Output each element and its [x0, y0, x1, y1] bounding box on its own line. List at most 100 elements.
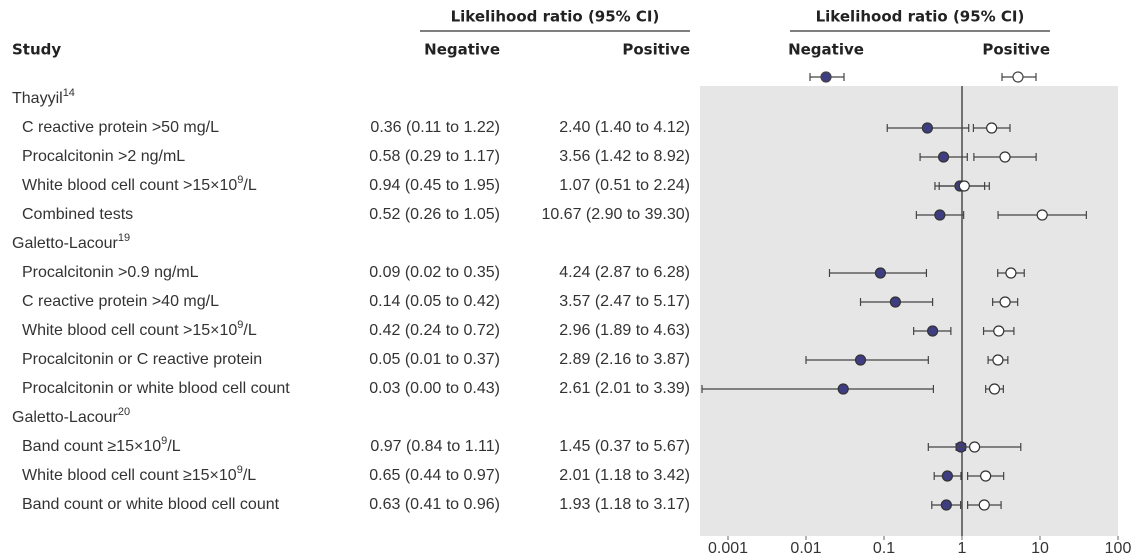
label-part: 9 [161, 435, 167, 447]
label-part: Galetto-Lacour [12, 235, 119, 252]
point [999, 296, 1011, 308]
value-label: 0.94 (0.45 to 1.95) [369, 177, 500, 194]
point [978, 499, 990, 511]
x-tick-label: 100 [1105, 540, 1132, 557]
label-part: 14 [63, 87, 75, 99]
value-label: 0.63 (0.41 to 0.96) [369, 496, 500, 513]
label-part: Galetto-Lacour [12, 409, 119, 426]
value-label: 2.96 (1.89 to 4.63) [559, 322, 690, 339]
x-tick-label: 10 [1031, 540, 1049, 557]
value-label: 10.67 (2.90 to 39.30) [541, 206, 690, 223]
label-part: Combined tests [22, 206, 133, 223]
x-tick-label: 0.001 [708, 540, 748, 557]
point [854, 354, 867, 366]
value-label: 0.14 (0.05 to 0.42) [369, 293, 500, 310]
label-part: Procalcitonin >2 ng/mL [22, 148, 185, 165]
ci-bar [805, 356, 929, 364]
value-label: 1.45 (0.37 to 5.67) [559, 438, 690, 455]
point [986, 122, 998, 134]
row-label: Combined tests [22, 206, 133, 223]
value-label: 2.89 (2.16 to 3.87) [559, 351, 690, 368]
value-label: 0.42 (0.24 to 0.72) [369, 322, 500, 339]
value-label: 1.07 (0.51 to 2.24) [559, 177, 690, 194]
value-label: 3.56 (1.42 to 8.92) [559, 148, 690, 165]
group-label: Galetto-Lacour19 [12, 232, 130, 252]
point [874, 267, 887, 279]
value-label: 3.57 (2.47 to 5.17) [559, 293, 690, 310]
plot-panel [700, 86, 1118, 536]
point [940, 499, 952, 511]
legend-label: Positive [982, 41, 1050, 59]
value-label: 2.61 (2.01 to 3.39) [559, 380, 690, 397]
value-label: 2.01 (1.18 to 3.42) [559, 467, 690, 484]
point [988, 383, 1001, 395]
row-label: White blood cell count ≥15×109/L [22, 464, 256, 484]
point [958, 180, 970, 192]
value-label: 0.09 (0.02 to 0.35) [369, 264, 500, 281]
label-part: /L [243, 322, 256, 339]
value-label: 2.40 (1.40 to 4.12) [559, 119, 690, 136]
point [968, 441, 981, 453]
row-label: C reactive protein >40 mg/L [22, 293, 219, 310]
x-tick-label: 0.1 [873, 540, 895, 557]
legend-label: Negative [788, 41, 864, 59]
label-part: /L [243, 177, 256, 194]
row-header: Study [12, 41, 61, 59]
row-label: White blood cell count >15×109/L [22, 174, 257, 194]
point [927, 325, 939, 337]
label-part: 20 [118, 406, 130, 418]
row-label: C reactive protein >50 mg/L [22, 119, 219, 136]
group-label: Thayyil14 [12, 87, 75, 107]
value-label: 0.05 (0.01 to 0.37) [369, 351, 500, 368]
label-part: 9 [237, 174, 243, 186]
row-label: Band count or white blood cell count [22, 496, 280, 513]
point [1036, 209, 1048, 221]
label-part: Band count or white blood cell count [22, 496, 280, 513]
value-label: 1.93 (1.18 to 3.17) [559, 496, 690, 513]
column-header: Likelihood ratio (95% CI) [451, 8, 660, 26]
point [889, 296, 901, 308]
point [941, 470, 954, 482]
point [993, 325, 1005, 337]
label-part: White blood cell count ≥15×10 [22, 467, 237, 484]
label-part: /L [167, 438, 180, 455]
label-part: Procalcitonin >0.9 ng/mL [22, 264, 199, 281]
label-part: Procalcitonin or white blood cell count [22, 380, 290, 397]
label-part: Band count ≥15×10 [22, 438, 161, 455]
label-part: Procalcitonin or C reactive protein [22, 351, 262, 368]
point [937, 151, 950, 163]
value-label: 0.36 (0.11 to 1.22) [370, 119, 500, 136]
point [921, 122, 933, 134]
label-part: C reactive protein >40 mg/L [22, 293, 219, 310]
row-label: White blood cell count >15×109/L [22, 319, 257, 339]
value-label: 0.52 (0.26 to 1.05) [369, 206, 500, 223]
x-tick-label: 0.01 [790, 540, 821, 557]
row-label: Procalcitonin >0.9 ng/mL [22, 264, 199, 281]
label-part: 9 [237, 319, 243, 331]
value-label: 4.24 (2.87 to 6.28) [559, 264, 690, 281]
label-part: White blood cell count >15×10 [22, 177, 237, 194]
point [934, 209, 946, 221]
group-label: Galetto-Lacour20 [12, 406, 130, 426]
point [992, 354, 1004, 366]
label-part: /L [243, 467, 256, 484]
label-part: 9 [237, 464, 243, 476]
row-label: Procalcitonin >2 ng/mL [22, 148, 185, 165]
label-part: C reactive protein >50 mg/L [22, 119, 219, 136]
point [837, 383, 849, 395]
legend-key [809, 71, 1037, 83]
label-part: Thayyil [12, 90, 63, 107]
row-label: Procalcitonin or C reactive protein [22, 351, 262, 368]
point [999, 151, 1011, 163]
x-tick-label: 1 [958, 540, 967, 557]
value-label: 0.65 (0.44 to 0.97) [369, 467, 500, 484]
value-label: 0.58 (0.29 to 1.17) [369, 148, 500, 165]
point [1005, 267, 1017, 279]
value-label: 0.03 (0.00 to 0.43) [369, 380, 500, 397]
ci-bar [701, 385, 935, 393]
point [980, 470, 992, 482]
column-header: Likelihood ratio (95% CI) [816, 8, 1025, 26]
label-part: 19 [118, 232, 130, 244]
